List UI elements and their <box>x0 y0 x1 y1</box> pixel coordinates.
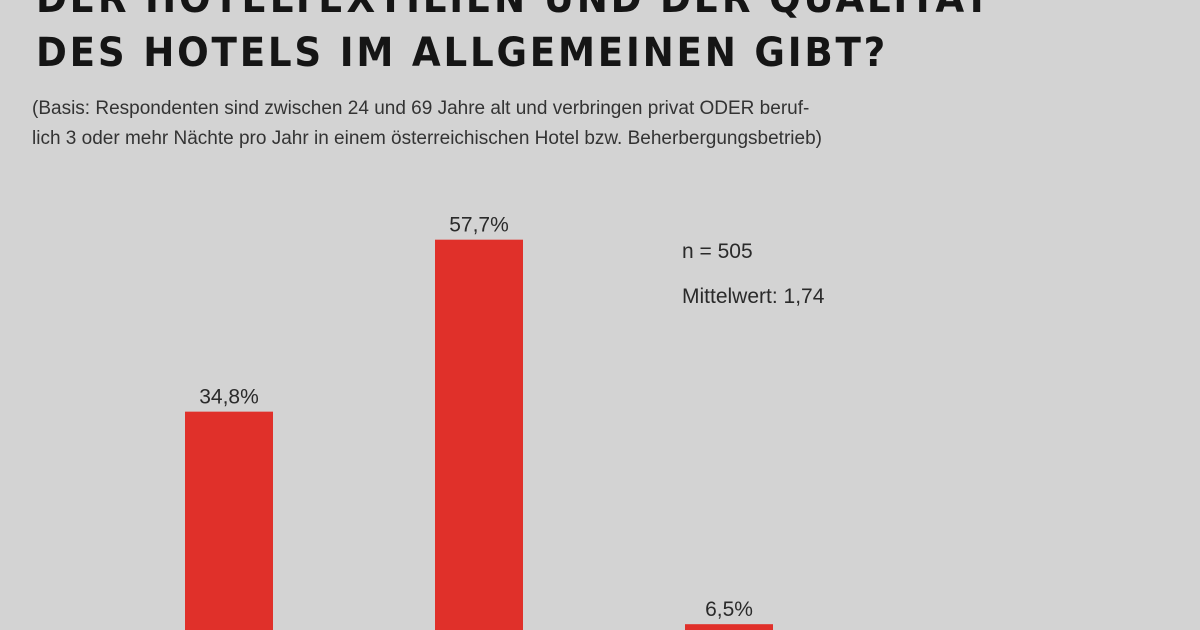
mean-note: Mittelwert: 1,74 <box>682 285 825 308</box>
data-label-3: 6,5% <box>705 598 753 621</box>
subtitle-line-2: lich 3 oder mehr Nächte pro Jahr in eine… <box>32 128 822 149</box>
data-label-1: 34,8% <box>199 386 259 409</box>
subtitle-line-1: (Basis: Respondenten sind zwischen 24 un… <box>32 98 810 119</box>
chart-title-line-1: DER HOTELTEXTILIEN UND DER QUALITÄT <box>36 0 992 22</box>
chart-title-line-2: DES HOTELS IM ALLGEMEINEN GIBT? <box>36 30 889 76</box>
sample-size-note: n = 505 <box>682 240 753 263</box>
bar-3 <box>685 624 773 630</box>
bar-2 <box>435 239 523 630</box>
data-label-2: 57,7% <box>449 214 509 237</box>
bar-1 <box>185 411 273 630</box>
